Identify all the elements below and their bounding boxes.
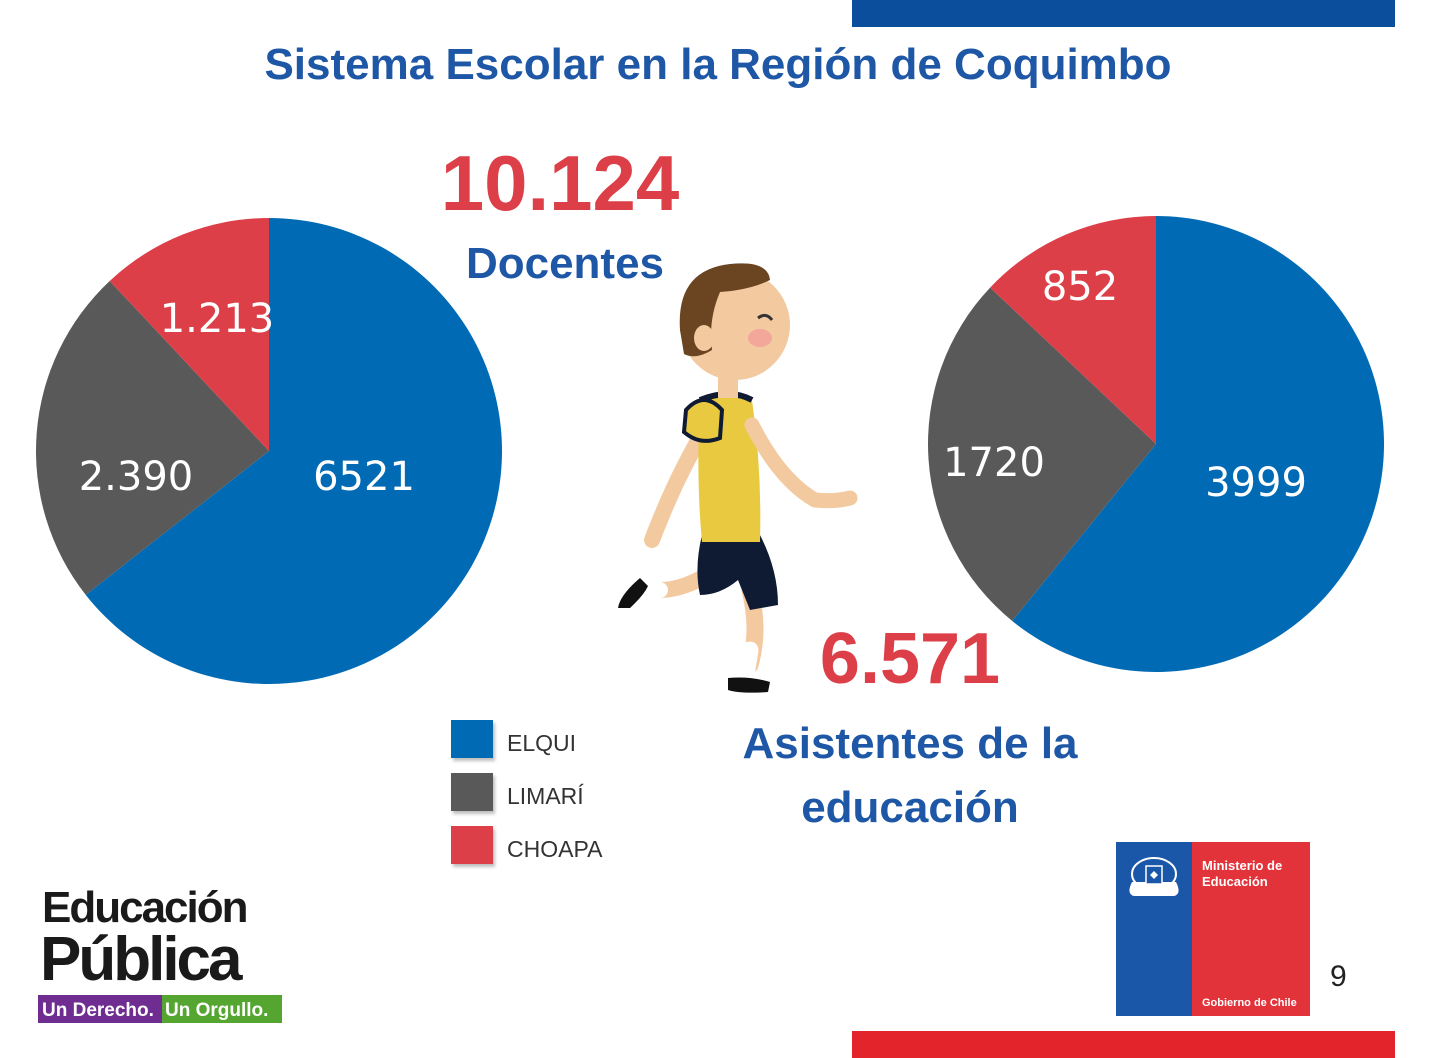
coat-of-arms-icon xyxy=(1129,857,1179,896)
logo-right-line3: Gobierno de Chile xyxy=(1202,997,1297,1009)
docentes-label: Docentes xyxy=(465,239,665,288)
logo-left-tag1: Un Derecho. xyxy=(42,1000,154,1021)
educacion-publica-logo: Educación Pública Un Derecho. Un Orgullo… xyxy=(38,883,282,1023)
legend-item-choapa: CHOAPA xyxy=(451,826,671,866)
pie-slice-elqui xyxy=(1012,216,1384,672)
top-accent-bar xyxy=(852,0,1395,27)
pie-chart-asistentes: 3999 1720 852 xyxy=(928,216,1384,672)
legend-swatch-elqui xyxy=(451,720,493,758)
asistentes-label: Asistentes de la educación xyxy=(710,712,1110,840)
legend-item-limari: LIMARÍ xyxy=(451,773,671,813)
pie-chart-docentes: 6521 2.390 1.213 xyxy=(35,218,502,684)
legend-swatch-choapa xyxy=(451,826,493,864)
logo-right-line2: Educación xyxy=(1202,874,1268,889)
legend-label-choapa: CHOAPA xyxy=(507,836,603,862)
pie-data-label-elqui: 3999 xyxy=(1205,460,1307,506)
pie-data-label-choapa: 1.213 xyxy=(160,296,275,342)
pie-data-label-limari: 1720 xyxy=(943,440,1045,486)
pie-data-label-elqui: 6521 xyxy=(313,454,415,500)
logo-left-line1: Educación xyxy=(42,883,247,932)
page-number: 9 xyxy=(1330,960,1347,993)
logo-left-tag2: Un Orgullo. xyxy=(165,1000,268,1021)
pie-slice-elqui xyxy=(85,218,502,684)
pie-slice-choapa xyxy=(990,216,1156,444)
pie-slice-limari xyxy=(928,287,1156,621)
pie-slice-limari xyxy=(35,280,269,595)
pie-data-label-limari: 2.390 xyxy=(79,454,194,500)
legend-label-elqui: ELQUI xyxy=(507,730,577,756)
running-child-illustration xyxy=(618,263,858,693)
legend-swatch-limari xyxy=(451,773,493,811)
legend-label-limari: LIMARÍ xyxy=(507,783,584,809)
bottom-accent-bar xyxy=(852,1031,1395,1058)
asistentes-total: 6.571 xyxy=(819,619,1001,699)
legend-item-elqui: ELQUI xyxy=(451,720,671,760)
pie-slice-choapa xyxy=(109,218,269,451)
logo-left-line2: Pública xyxy=(40,925,243,994)
asistentes-label-line2: educación xyxy=(801,783,1019,832)
ministerio-educacion-logo: Ministerio de Educación Gobierno de Chil… xyxy=(1116,842,1310,1016)
asistentes-label-line1: Asistentes de la xyxy=(742,719,1078,768)
pie-data-label-choapa: 852 xyxy=(1042,264,1118,310)
docentes-total: 10.124 xyxy=(440,139,680,227)
slide-title: Sistema Escolar en la Región de Coquimbo xyxy=(264,40,1172,89)
logo-right-line1: Ministerio de xyxy=(1202,858,1282,873)
